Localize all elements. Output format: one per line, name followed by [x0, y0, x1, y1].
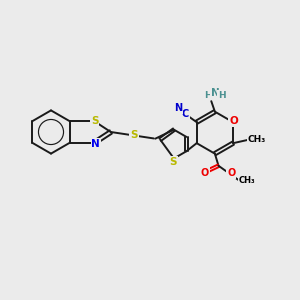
- Text: N: N: [211, 88, 219, 98]
- Text: CH₃: CH₃: [239, 176, 256, 185]
- Text: H: H: [218, 91, 225, 100]
- Text: O: O: [227, 168, 235, 178]
- Text: N: N: [174, 103, 182, 113]
- Text: S: S: [169, 157, 177, 167]
- Text: O: O: [229, 116, 238, 126]
- Text: S: S: [130, 130, 138, 140]
- Text: CH₃: CH₃: [248, 135, 266, 144]
- Text: H: H: [205, 91, 212, 100]
- Text: C: C: [182, 109, 189, 119]
- Text: S: S: [91, 116, 99, 126]
- Text: O: O: [201, 168, 209, 178]
- Text: N: N: [92, 139, 100, 149]
